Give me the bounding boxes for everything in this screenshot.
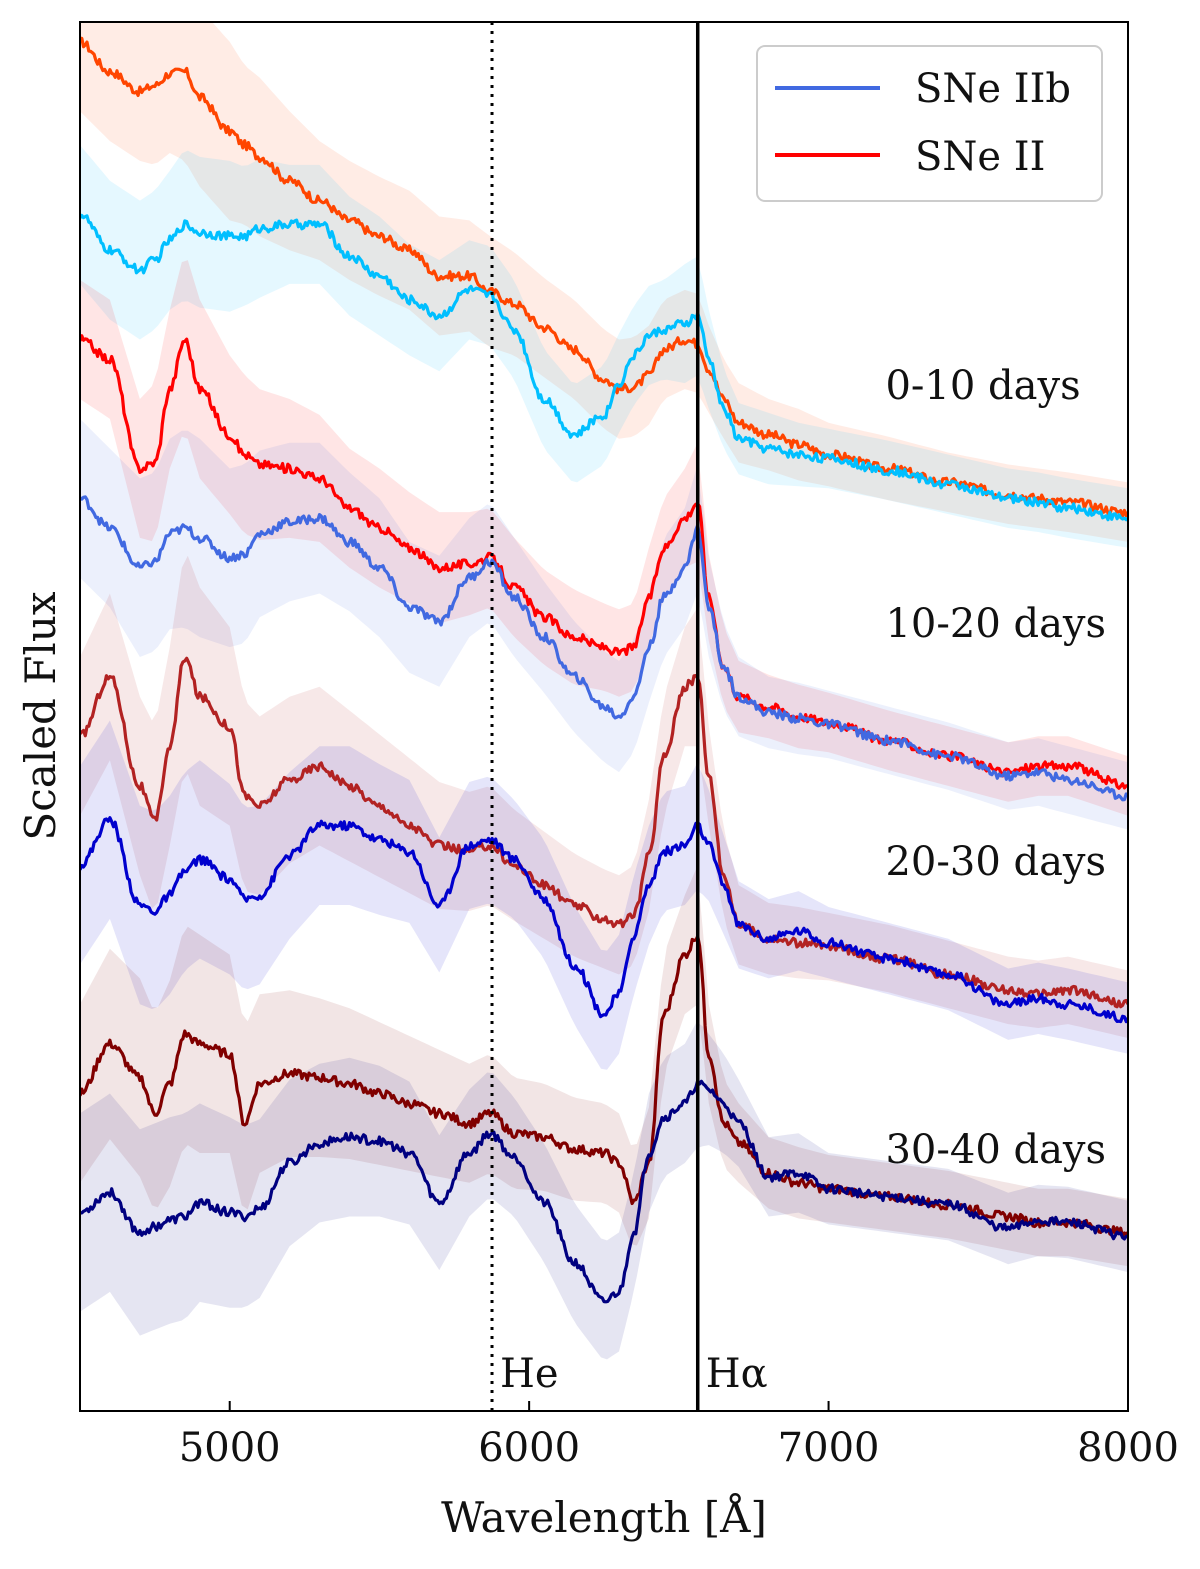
epoch-label-3: 30-40 days xyxy=(885,1127,1106,1173)
line-iib-20-30-days xyxy=(80,816,1128,1024)
x-tick-label-6000: 6000 xyxy=(478,1425,580,1471)
band-iib-10-20-days xyxy=(80,418,1128,830)
epoch-label-0: 0-10 days xyxy=(885,363,1080,409)
line-iib-30-40-days xyxy=(80,1078,1128,1304)
band-ii-0-10-days xyxy=(80,22,1128,542)
x-tick-label-5000: 5000 xyxy=(179,1425,281,1471)
x-axis-title: Wavelength [Å] xyxy=(441,1492,767,1542)
x-axis-ticks: 5000 6000 7000 8000 xyxy=(179,1401,1179,1471)
line-iib-0-10-days xyxy=(80,213,1128,522)
line-iib-10-20-days xyxy=(80,495,1128,802)
reference-lines: He Hα xyxy=(490,22,768,1411)
band-iib-20-30-days xyxy=(80,720,1128,1070)
line-ii-0-10-days xyxy=(80,36,1128,518)
spectrum-lines xyxy=(80,36,1128,1304)
x-tick-label-7000: 7000 xyxy=(778,1425,880,1471)
epoch-labels: 0-10 days 10-20 days 20-30 days 30-40 days xyxy=(885,363,1106,1173)
epoch-label-2: 20-30 days xyxy=(885,839,1106,885)
band-ii-30-40-days xyxy=(80,867,1128,1267)
epoch-label-1: 10-20 days xyxy=(885,601,1106,647)
x-tick-label-8000: 8000 xyxy=(1077,1425,1179,1471)
legend: SNe IIb SNe II xyxy=(756,45,1103,202)
reference-label-he: He xyxy=(500,1351,559,1397)
legend-label-ii: SNe II xyxy=(915,134,1045,180)
band-ii-10-20-days xyxy=(80,260,1128,816)
y-axis-title: Scaled Flux xyxy=(16,591,65,840)
legend-label-iib: SNe IIb xyxy=(915,66,1071,112)
band-iib-30-40-days xyxy=(80,1021,1128,1360)
plot-frame xyxy=(79,21,1129,1412)
legend-box xyxy=(756,45,1103,202)
reference-label-halpha: Hα xyxy=(706,1351,768,1397)
uncertainty-bands xyxy=(80,22,1128,1360)
band-iib-0-10-days xyxy=(80,145,1128,548)
